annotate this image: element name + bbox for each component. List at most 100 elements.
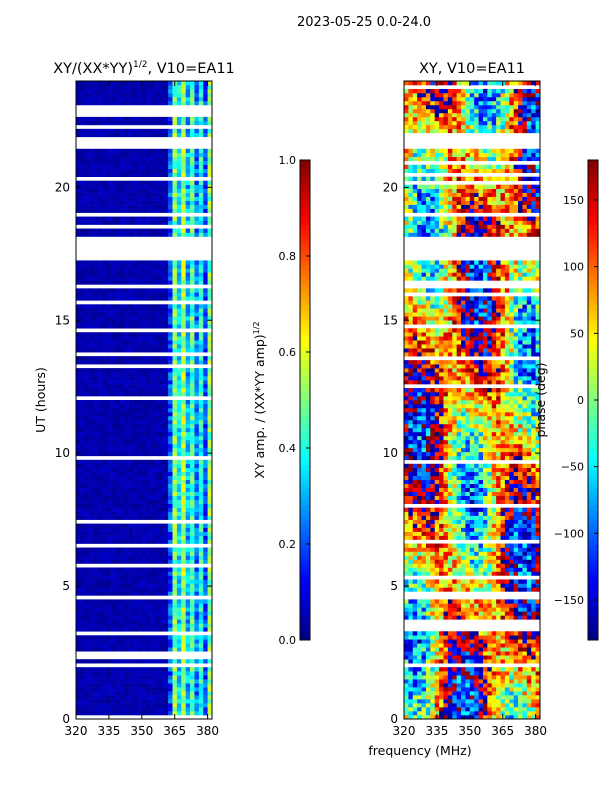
phase-heatmap-cell — [491, 651, 497, 656]
amp-heatmap-cell — [89, 447, 94, 453]
amp-heatmap-cell — [80, 675, 86, 680]
amp-heatmap-cell — [190, 679, 195, 684]
amp-heatmap-cell — [102, 483, 108, 489]
amp-heatmap-cell — [150, 623, 156, 628]
amp-heatmap-cell — [146, 340, 151, 345]
amp-heatmap-cell — [150, 372, 156, 377]
phase-heatmap-cell — [452, 611, 457, 616]
amp-heatmap-cell — [128, 380, 134, 385]
phase-heatmap-cell — [504, 659, 510, 664]
amp-heatmap-cell — [124, 81, 129, 86]
amp-heatmap-cell — [80, 555, 86, 560]
amp-heatmap-cell — [89, 647, 94, 652]
phase-heatmap-cell — [513, 603, 519, 608]
amp-heatmap-cell — [207, 308, 213, 313]
amp-heatmap-cell — [133, 200, 138, 205]
amp-heatmap-cell — [80, 388, 86, 393]
amp-heatmap-cell — [163, 96, 169, 102]
amp-heatmap-cell — [93, 467, 99, 473]
amp-heatmap-cell — [89, 164, 94, 170]
amp-heatmap-cell — [154, 691, 160, 696]
amp-heatmap-cell — [154, 184, 160, 189]
amp-heatmap-cell — [141, 128, 147, 134]
amp-heatmap-cell — [150, 184, 156, 189]
amp-heatmap-cell — [168, 360, 173, 365]
amp-heatmap-cell — [163, 308, 169, 313]
amp-heatmap-cell — [133, 487, 138, 493]
amp-heatmap-cell — [163, 547, 169, 552]
amp-heatmap-cell — [128, 523, 134, 528]
amp-heatmap-cell — [106, 555, 112, 560]
phase-heatmap-cell — [452, 639, 457, 644]
amp-heatmap-cell — [207, 643, 213, 648]
amp-heatmap-cell — [128, 88, 134, 94]
colorbar-segment — [300, 420, 310, 426]
amp-heatmap-cell — [97, 495, 103, 500]
phase-heatmap-cell — [513, 691, 519, 696]
amp-heatmap-cell — [159, 324, 165, 329]
amp-heatmap-cell — [106, 643, 112, 648]
amp-heatmap-cell — [168, 132, 173, 138]
amp-heatmap-cell — [111, 320, 116, 325]
amp-heatmap-cell — [137, 471, 143, 477]
phase-heatmap-cell — [478, 651, 484, 656]
phase-heatmap-cell — [430, 683, 436, 688]
amp-heatmap-cell — [124, 292, 129, 297]
amp-heatmap-cell — [93, 615, 99, 620]
phase-heatmap-cell — [447, 691, 453, 696]
amp-heatmap-cell — [102, 84, 108, 90]
amp-heatmap-cell — [146, 84, 151, 90]
amp-heatmap-cell — [185, 188, 191, 193]
amp-heatmap-cell — [207, 368, 213, 373]
phase-heatmap-cell — [421, 607, 427, 612]
amp-heatmap-cell — [137, 128, 143, 134]
phase-heatmap-cell — [408, 707, 414, 712]
amp-heatmap-cell — [141, 479, 147, 485]
amp-heatmap-cell — [163, 180, 169, 185]
amp-heatmap-cell — [76, 667, 81, 672]
phase-heatmap-cell — [478, 643, 484, 648]
phase-heatmap-cell — [443, 703, 449, 708]
amp-heatmap-cell — [128, 499, 134, 504]
amp-heatmap-cell — [141, 451, 147, 457]
amp-heatmap-cell — [133, 479, 138, 485]
amp-heatmap-cell — [159, 88, 165, 94]
phase-heatmap-cell — [509, 635, 514, 640]
amp-heatmap-cell — [150, 555, 156, 560]
colorbar-segment — [300, 585, 310, 591]
phase-heatmap-cell — [496, 607, 501, 612]
amp-heatmap-cell — [207, 200, 213, 205]
amp-heatmap-cell — [124, 400, 129, 405]
phase-heatmap-cell — [491, 703, 497, 708]
amp-heatmap-cell — [89, 611, 94, 616]
amp-heatmap-cell — [207, 511, 213, 516]
amp-heatmap-cell — [181, 451, 186, 457]
amp-heatmap-cell — [203, 623, 208, 628]
phase-heatmap-cell — [421, 611, 427, 616]
amp-heatmap-cell — [137, 304, 143, 309]
amp-heatmap-cell — [137, 515, 143, 520]
phase-heatmap-cell — [469, 655, 475, 660]
amp-heatmap-cell — [141, 587, 147, 592]
amp-heatmap-cell — [115, 360, 121, 365]
amp-heatmap-cell — [141, 204, 147, 209]
amp-heatmap-cell — [133, 220, 138, 225]
phase-heatmap-cell — [491, 699, 497, 704]
amp-heatmap-cell — [176, 392, 182, 397]
amp-heatmap-cell — [89, 479, 94, 485]
amp-heatmap-cell — [176, 483, 182, 489]
amp-heatmap-cell — [150, 308, 156, 313]
amp-heatmap-cell — [80, 451, 86, 457]
phase-heatmap-cell — [513, 607, 519, 612]
amp-heatmap-cell — [154, 264, 160, 269]
amp-heatmap-cell — [119, 703, 125, 708]
amp-heatmap-cell — [124, 623, 129, 628]
amp-heatmap-cell — [111, 691, 116, 696]
amp-heatmap-cell — [76, 475, 81, 481]
amp-heatmap-cell — [146, 707, 151, 712]
amp-heatmap-cell — [133, 384, 138, 389]
phase-heatmap-cell — [421, 659, 427, 664]
amp-heatmap-cell — [76, 427, 81, 433]
amp-heatmap-cell — [154, 152, 160, 158]
amp-heatmap-cell — [168, 559, 173, 564]
